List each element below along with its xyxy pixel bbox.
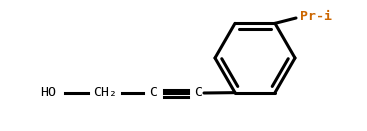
Text: HO: HO <box>40 86 56 100</box>
Text: CH₂: CH₂ <box>93 86 117 100</box>
Text: C: C <box>149 86 157 100</box>
Text: Pr-i: Pr-i <box>300 10 332 23</box>
Text: C: C <box>194 86 202 100</box>
